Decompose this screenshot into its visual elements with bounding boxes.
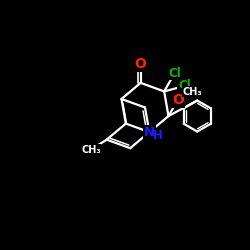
Text: CH₃: CH₃ — [81, 145, 101, 155]
Text: Cl: Cl — [168, 66, 181, 80]
Text: O: O — [172, 93, 184, 107]
Text: CH₃: CH₃ — [182, 87, 202, 97]
Text: H: H — [153, 128, 163, 141]
Text: Cl: Cl — [178, 80, 191, 92]
Text: N: N — [144, 126, 155, 138]
Text: O: O — [135, 57, 146, 71]
